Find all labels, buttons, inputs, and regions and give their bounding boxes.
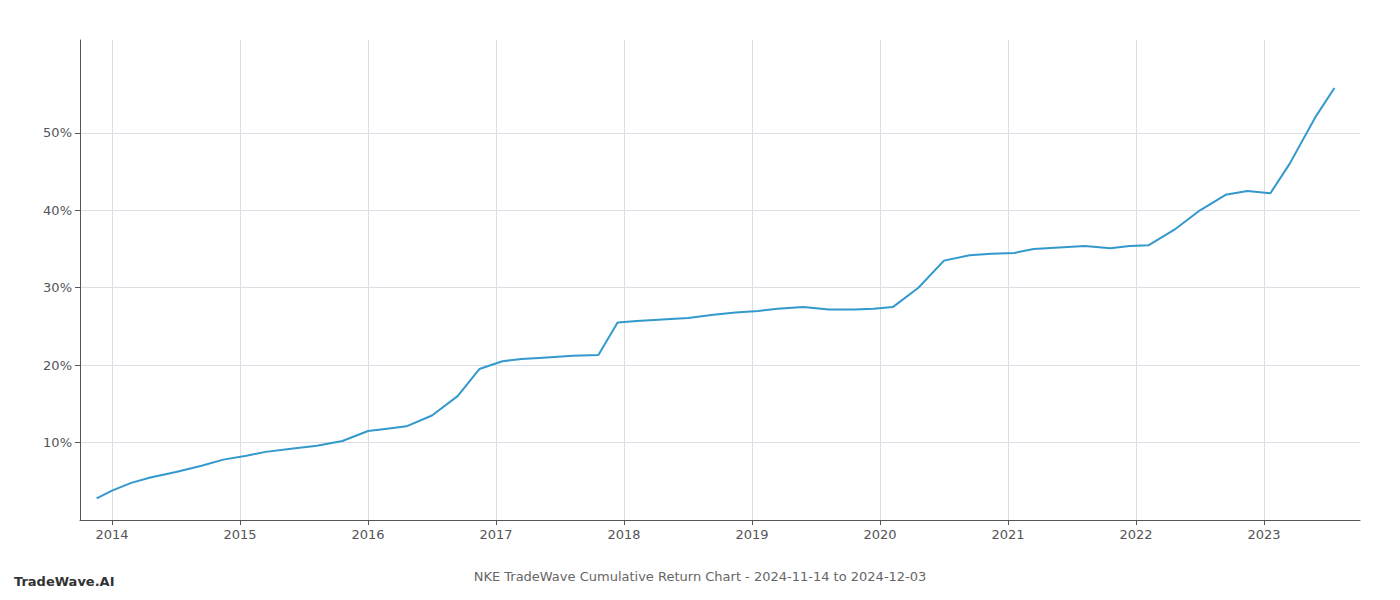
svg-text:50%: 50% [43,125,72,140]
svg-text:2016: 2016 [351,527,384,542]
svg-text:2023: 2023 [1247,527,1280,542]
svg-text:30%: 30% [43,280,72,295]
svg-text:2014: 2014 [95,527,128,542]
svg-text:2022: 2022 [1119,527,1152,542]
svg-text:2018: 2018 [607,527,640,542]
svg-text:TradeWave.AI: TradeWave.AI [14,574,115,589]
svg-text:NKE TradeWave Cumulative Retur: NKE TradeWave Cumulative Return Chart - … [474,569,927,584]
svg-text:2019: 2019 [735,527,768,542]
svg-text:40%: 40% [43,203,72,218]
svg-text:20%: 20% [43,358,72,373]
svg-text:2020: 2020 [863,527,896,542]
svg-text:10%: 10% [43,435,72,450]
svg-text:2015: 2015 [223,527,256,542]
svg-text:2021: 2021 [991,527,1024,542]
svg-text:2017: 2017 [479,527,512,542]
